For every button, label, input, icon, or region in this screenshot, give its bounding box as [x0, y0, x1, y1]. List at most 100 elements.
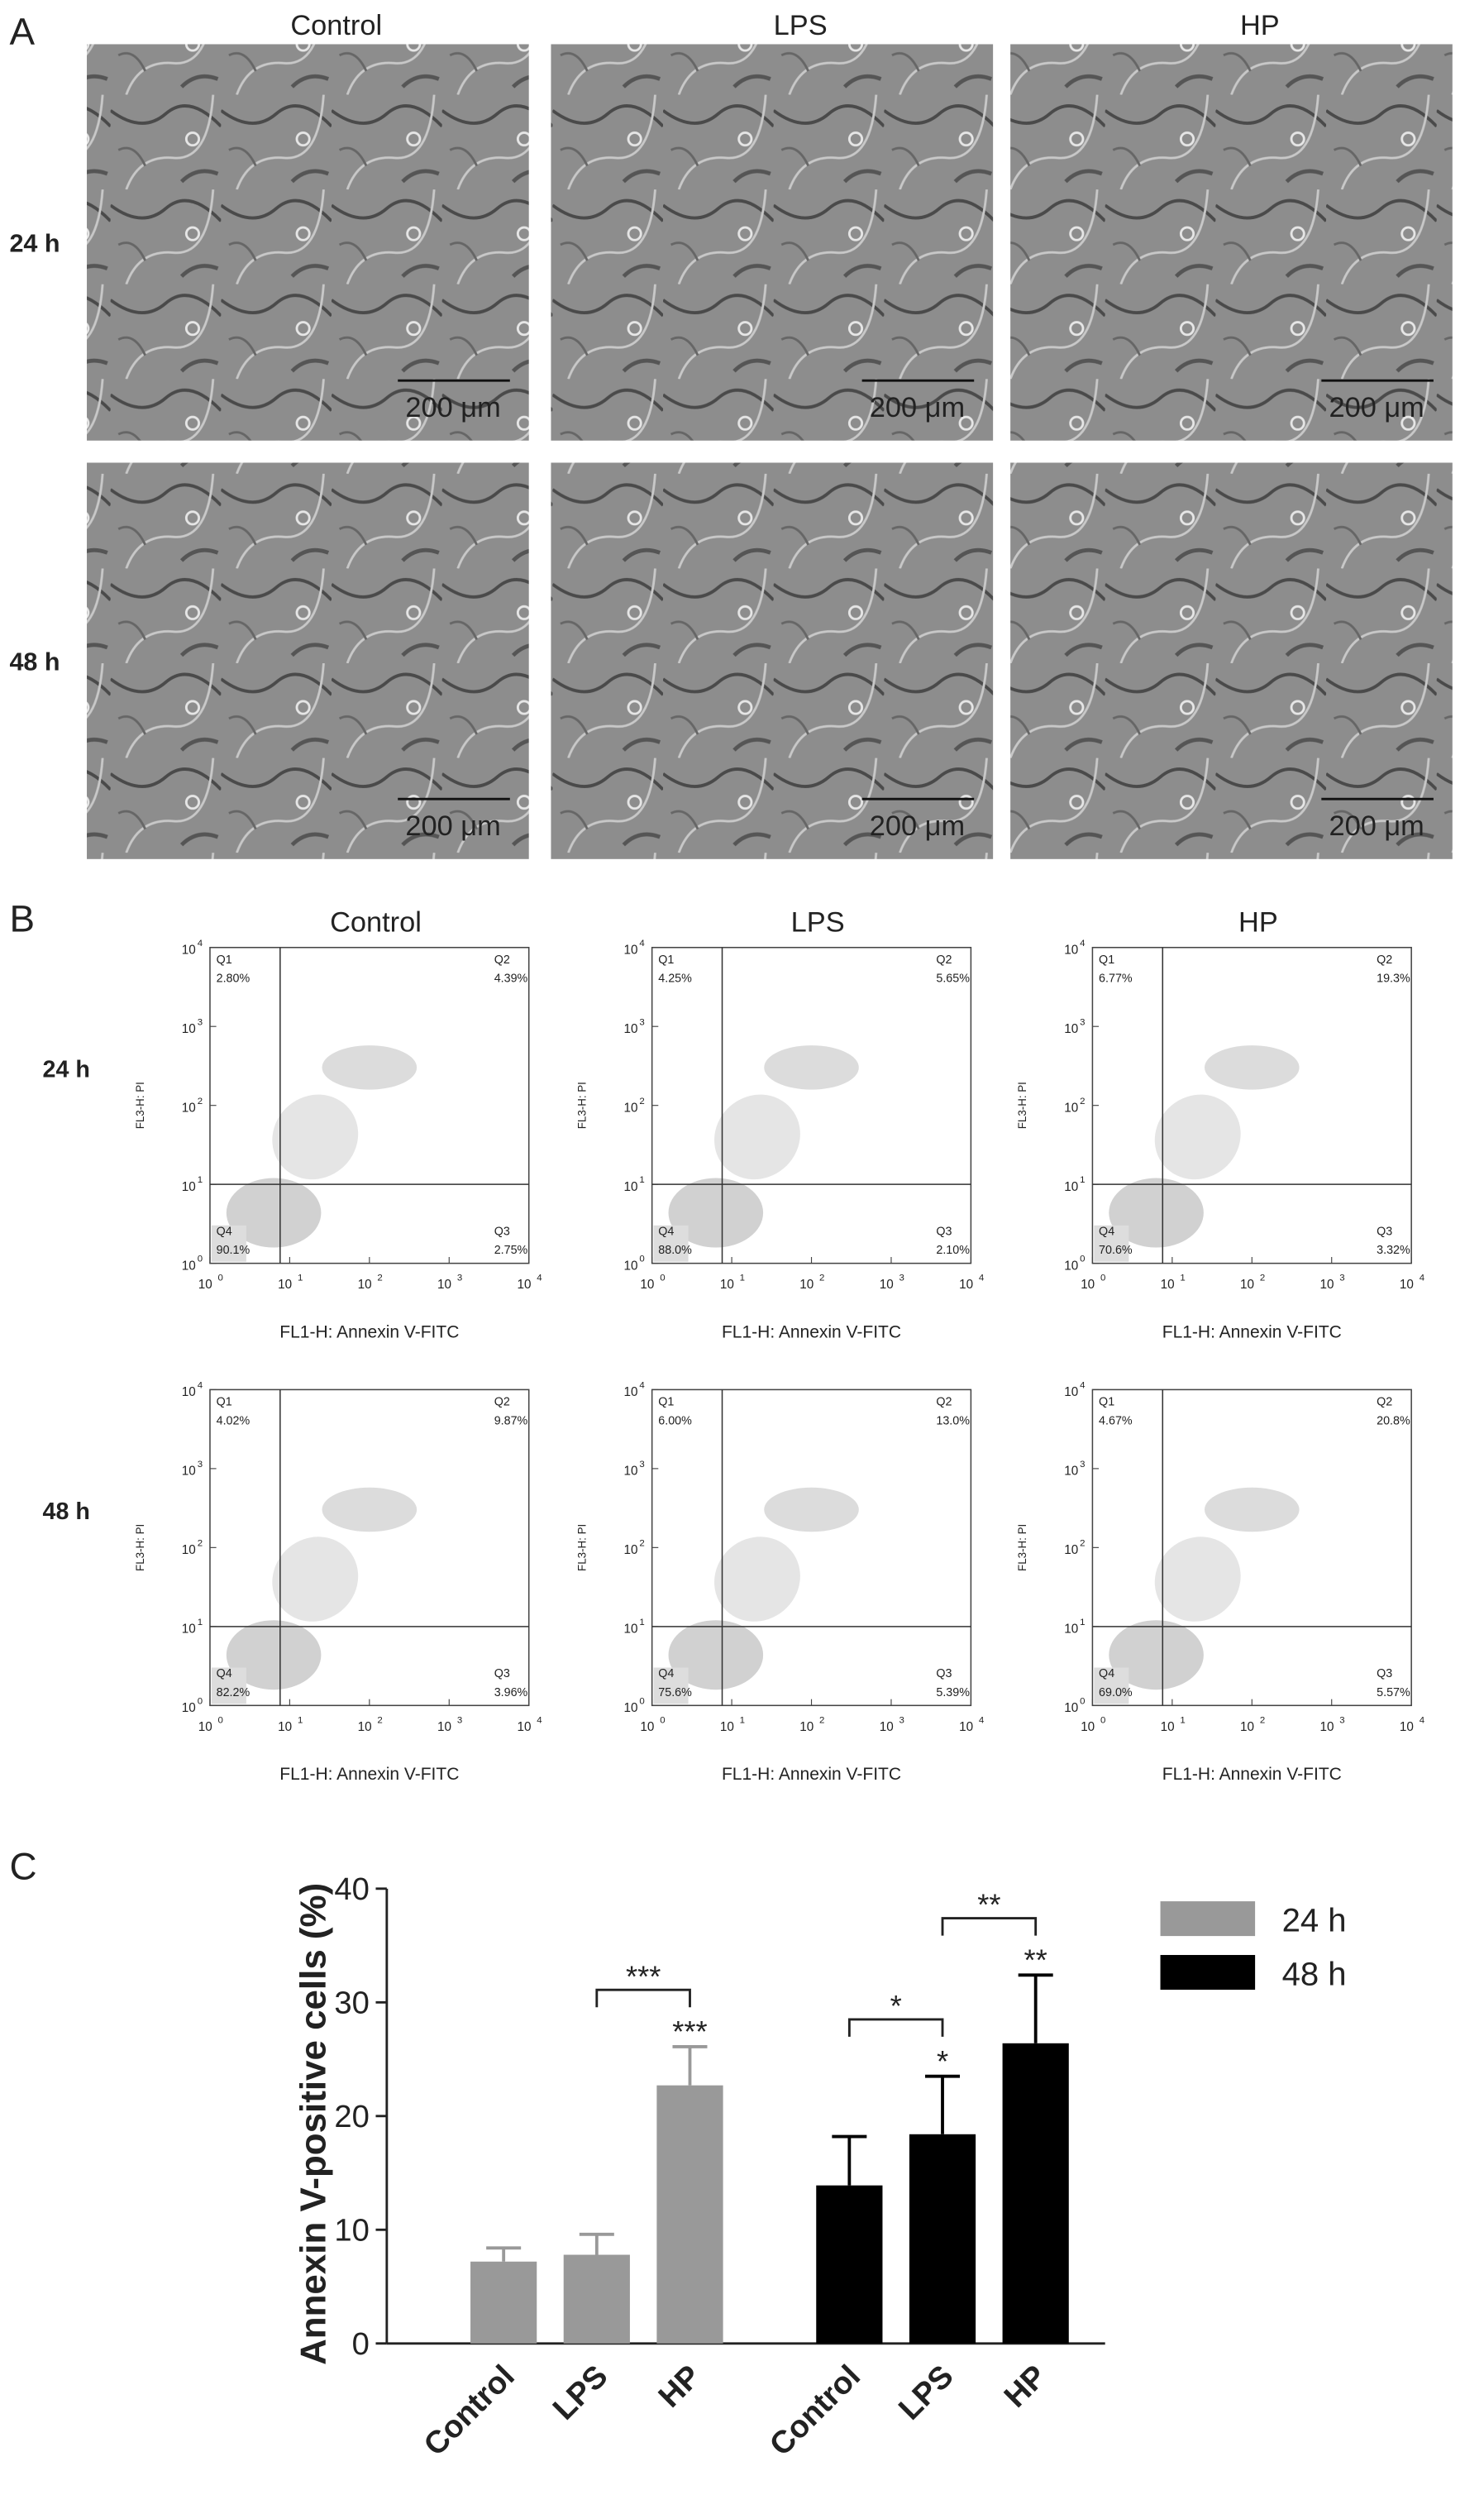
x-tick-base: 10 — [437, 1278, 451, 1292]
quadrant-name: Q4 — [217, 1667, 232, 1680]
y-tick-base: 10 — [623, 1701, 637, 1715]
dot-cloud — [272, 1537, 359, 1622]
quadrant-percent: 70.6% — [1099, 1244, 1133, 1257]
y-tick-base: 10 — [623, 1259, 637, 1273]
y-tick-label: 0 — [352, 2326, 370, 2362]
y-tick-exponent: 3 — [639, 1017, 644, 1027]
column-header: LPS — [791, 907, 845, 939]
x-tick-label: LPS — [546, 2359, 615, 2427]
bar — [1002, 2043, 1069, 2344]
quadrant-name: Q1 — [217, 1395, 232, 1408]
x-tick-base: 10 — [1320, 1278, 1334, 1292]
x-tick-exponent: 1 — [740, 1715, 745, 1725]
significance: * — [937, 2044, 948, 2078]
x-tick-label: Control — [417, 2359, 521, 2463]
y-tick-exponent: 0 — [198, 1696, 203, 1706]
micrograph — [1010, 44, 1453, 441]
y-tick-base: 10 — [1064, 1701, 1078, 1715]
x-tick-base: 10 — [1081, 1720, 1095, 1734]
x-tick-exponent: 1 — [740, 1274, 745, 1283]
y-tick-exponent: 1 — [639, 1175, 644, 1185]
dot-cloud — [226, 1620, 322, 1690]
x-tick-base: 10 — [437, 1720, 451, 1734]
x-tick-base: 10 — [880, 1278, 894, 1292]
quadrant-name: Q2 — [1377, 954, 1392, 967]
q4-box — [1094, 1667, 1129, 1704]
dot-cloud — [764, 1487, 859, 1532]
bracket — [941, 1917, 1038, 1936]
quadrant-name: Q2 — [494, 954, 510, 967]
y-tick-base: 10 — [182, 1543, 196, 1557]
y-tick-base: 10 — [1064, 1543, 1078, 1557]
y-axis-label: FL3-H: PI — [134, 1524, 146, 1571]
bracket — [847, 2018, 944, 2037]
column-header: Control — [290, 10, 382, 41]
x-axis-label: FL1-H: Annexin V-FITC — [722, 1322, 901, 1341]
y-tick-label: 10 — [334, 2213, 369, 2249]
quadrant-percent: 2.80% — [217, 973, 251, 986]
row-label: 48 h — [43, 1498, 90, 1525]
x-tick-base: 10 — [198, 1720, 212, 1734]
dot-cloud — [1205, 1045, 1300, 1090]
y-tick-exponent: 3 — [639, 1460, 644, 1470]
x-tick-base: 10 — [517, 1720, 531, 1734]
bar — [656, 2085, 723, 2344]
x-tick-base: 10 — [1400, 1720, 1414, 1734]
scale-bar-label: 200 μm — [870, 392, 965, 423]
quadrant-name: Q4 — [217, 1225, 232, 1238]
y-tick-base: 10 — [182, 1022, 196, 1036]
x-tick-exponent: 0 — [1100, 1715, 1105, 1725]
quadrant-name: Q4 — [1099, 1667, 1114, 1680]
legend-swatch — [1160, 1955, 1256, 1991]
dot-cloud — [272, 1094, 359, 1180]
x-tick-base: 10 — [278, 1278, 292, 1292]
y-tick-label: 20 — [334, 2099, 369, 2134]
quadrant-name: Q3 — [494, 1667, 510, 1680]
micrograph — [1010, 462, 1453, 859]
y-tick-base: 10 — [182, 1701, 196, 1715]
quadrant-percent: 5.65% — [936, 973, 970, 986]
column-header: LPS — [774, 10, 828, 41]
x-axis-label: FL1-H: Annexin V-FITC — [722, 1765, 901, 1784]
y-tick-exponent: 4 — [1080, 939, 1086, 949]
legend-swatch — [1160, 1901, 1256, 1937]
dot-cloud — [714, 1094, 800, 1180]
quadrant-name: Q3 — [1377, 1225, 1392, 1238]
y-tick-exponent: 2 — [639, 1097, 644, 1106]
x-tick-exponent: 2 — [377, 1715, 382, 1725]
bracket — [595, 1988, 691, 2008]
y-tick-exponent: 4 — [198, 1380, 203, 1390]
quadrant-percent: 2.75% — [494, 1244, 528, 1257]
q4-box — [653, 1225, 689, 1262]
micrograph — [87, 44, 529, 441]
x-tick-exponent: 4 — [1420, 1274, 1425, 1283]
y-tick-exponent: 4 — [1080, 1380, 1086, 1390]
x-tick-exponent: 0 — [218, 1274, 223, 1283]
y-tick-base: 10 — [623, 1543, 637, 1557]
quadrant-name: Q3 — [1377, 1667, 1392, 1680]
quadrant-name: Q2 — [936, 1395, 952, 1408]
legend-label: 48 h — [1282, 1956, 1347, 1992]
x-axis-label: FL1-H: Annexin V-FITC — [1162, 1322, 1342, 1341]
x-tick-exponent: 2 — [819, 1715, 824, 1725]
bar — [563, 2254, 630, 2344]
bracket-label: *** — [626, 1959, 661, 1993]
y-tick-exponent: 4 — [198, 939, 203, 949]
y-tick-exponent: 4 — [639, 939, 645, 949]
x-tick-base: 10 — [640, 1720, 654, 1734]
quadrant-percent: 20.8% — [1377, 1414, 1410, 1427]
x-tick-base: 10 — [198, 1278, 212, 1292]
x-tick-exponent: 4 — [537, 1274, 542, 1283]
x-tick-base: 10 — [358, 1720, 372, 1734]
x-tick-base: 10 — [959, 1278, 973, 1292]
quadrant-name: Q4 — [658, 1667, 674, 1680]
x-tick-exponent: 3 — [1339, 1715, 1344, 1725]
row-label: 48 h — [9, 648, 60, 676]
y-axis-label: FL3-H: PI — [1016, 1082, 1028, 1129]
x-axis-label: FL1-H: Annexin V-FITC — [1162, 1765, 1342, 1784]
y-tick-exponent: 1 — [1080, 1175, 1085, 1185]
x-tick-exponent: 1 — [1180, 1274, 1185, 1283]
x-tick-label: HP — [997, 2359, 1053, 2415]
scale-bar-label: 200 μm — [405, 392, 500, 423]
y-tick-base: 10 — [623, 1622, 637, 1636]
